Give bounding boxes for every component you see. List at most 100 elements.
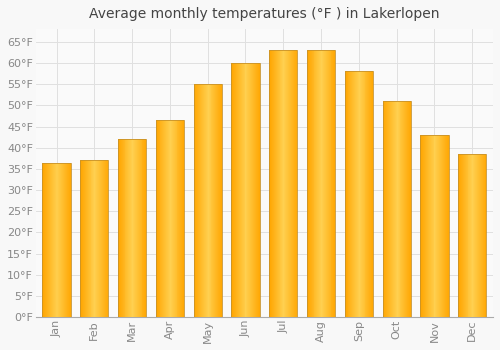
Bar [257, 63, 258, 317]
Bar [218, 84, 219, 317]
Bar [348, 71, 350, 317]
Bar [101, 160, 102, 317]
Bar [477, 154, 478, 317]
Bar [439, 135, 440, 317]
Bar [174, 120, 176, 317]
Bar [350, 71, 352, 317]
Bar [286, 50, 287, 317]
Bar [357, 71, 358, 317]
Bar [181, 120, 182, 317]
Bar [398, 101, 400, 317]
Bar [318, 50, 319, 317]
Bar [282, 50, 284, 317]
Bar [290, 50, 291, 317]
Bar [326, 50, 327, 317]
Bar [396, 101, 398, 317]
Bar [142, 139, 144, 317]
Bar [366, 71, 368, 317]
Bar [287, 50, 288, 317]
Bar [236, 63, 237, 317]
Bar [432, 135, 434, 317]
Bar [99, 160, 100, 317]
Bar [182, 120, 183, 317]
Bar [203, 84, 204, 317]
Bar [183, 120, 184, 317]
Bar [233, 63, 234, 317]
Bar [202, 84, 203, 317]
Bar [320, 50, 321, 317]
Bar [322, 50, 323, 317]
Bar [443, 135, 444, 317]
Bar [426, 135, 427, 317]
Bar [64, 162, 65, 317]
Bar [128, 139, 130, 317]
Bar [459, 154, 460, 317]
Bar [442, 135, 443, 317]
Bar [196, 84, 198, 317]
Bar [382, 101, 384, 317]
Bar [97, 160, 98, 317]
Bar [42, 162, 70, 317]
Bar [244, 63, 246, 317]
Bar [468, 154, 469, 317]
Bar [61, 162, 62, 317]
Bar [84, 160, 85, 317]
Bar [219, 84, 220, 317]
Bar [392, 101, 393, 317]
Bar [160, 120, 162, 317]
Bar [69, 162, 70, 317]
Bar [98, 160, 99, 317]
Bar [252, 63, 253, 317]
Bar [81, 160, 82, 317]
Bar [248, 63, 250, 317]
Bar [165, 120, 166, 317]
Bar [212, 84, 214, 317]
Bar [208, 84, 210, 317]
Bar [344, 71, 346, 317]
Bar [255, 63, 256, 317]
Bar [284, 50, 285, 317]
Bar [104, 160, 106, 317]
Bar [321, 50, 322, 317]
Bar [364, 71, 366, 317]
Bar [358, 71, 359, 317]
Bar [269, 50, 298, 317]
Bar [434, 135, 436, 317]
Bar [126, 139, 128, 317]
Bar [425, 135, 426, 317]
Bar [242, 63, 244, 317]
Bar [400, 101, 402, 317]
Bar [420, 135, 448, 317]
Bar [204, 84, 205, 317]
Bar [122, 139, 124, 317]
Bar [316, 50, 318, 317]
Bar [274, 50, 275, 317]
Bar [135, 139, 136, 317]
Bar [238, 63, 239, 317]
Bar [382, 101, 411, 317]
Bar [237, 63, 238, 317]
Bar [445, 135, 446, 317]
Bar [446, 135, 447, 317]
Bar [307, 50, 308, 317]
Bar [44, 162, 45, 317]
Bar [258, 63, 260, 317]
Bar [429, 135, 430, 317]
Bar [361, 71, 362, 317]
Bar [479, 154, 480, 317]
Bar [232, 63, 233, 317]
Bar [436, 135, 438, 317]
Bar [444, 135, 445, 317]
Bar [327, 50, 328, 317]
Bar [166, 120, 167, 317]
Bar [82, 160, 83, 317]
Bar [271, 50, 272, 317]
Bar [474, 154, 475, 317]
Bar [438, 135, 439, 317]
Bar [428, 135, 429, 317]
Bar [278, 50, 280, 317]
Bar [103, 160, 104, 317]
Bar [464, 154, 466, 317]
Bar [164, 120, 165, 317]
Bar [310, 50, 312, 317]
